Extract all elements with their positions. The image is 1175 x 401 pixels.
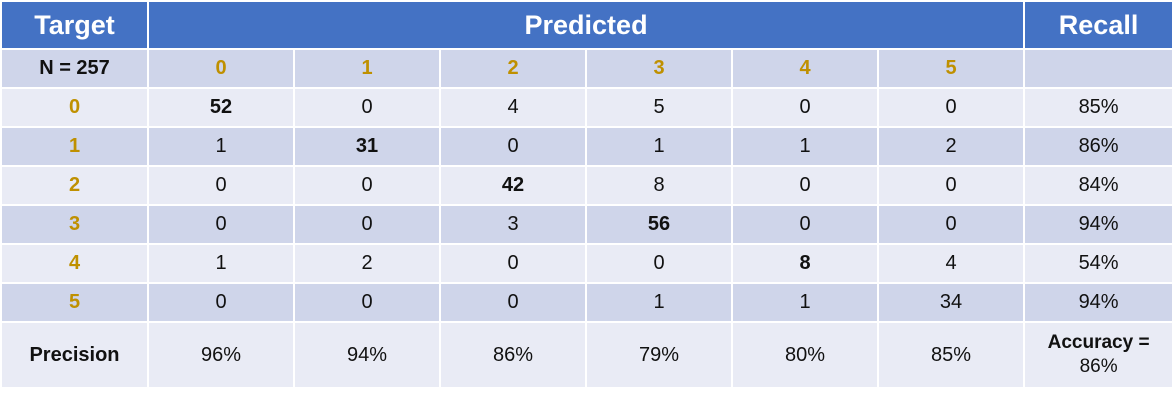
matrix-cell: 0 xyxy=(147,165,295,206)
predicted-class-label: 4 xyxy=(731,48,879,89)
matrix-cell: 1 xyxy=(731,126,879,167)
recall-header: Recall xyxy=(1023,0,1175,50)
matrix-cell: 1 xyxy=(585,282,733,323)
matrix-cell: 0 xyxy=(439,126,587,167)
matrix-cell: 1 xyxy=(147,243,295,284)
matrix-cell: 52 xyxy=(147,87,295,128)
target-class-label: 3 xyxy=(0,204,149,245)
matrix-cell: 34 xyxy=(876,282,1026,323)
predicted-class-label: 2 xyxy=(439,48,587,89)
predicted-class-label: 3 xyxy=(585,48,733,89)
precision-cell: 94% xyxy=(293,321,441,389)
target-class-label: 2 xyxy=(0,165,149,206)
matrix-cell: 0 xyxy=(876,204,1026,245)
matrix-cell: 0 xyxy=(147,282,295,323)
precision-cell: 79% xyxy=(585,321,733,389)
target-header: Target xyxy=(0,0,149,50)
matrix-cell: 0 xyxy=(439,243,587,284)
matrix-cell: 0 xyxy=(876,165,1026,206)
matrix-cell: 4 xyxy=(439,87,587,128)
accuracy-cell: Accuracy = 86% xyxy=(1023,321,1175,389)
recall-cell: 85% xyxy=(1023,87,1175,128)
table-row: 5 0 0 0 1 1 34 94% xyxy=(0,282,1175,323)
recall-cell: 84% xyxy=(1023,165,1175,206)
matrix-cell: 1 xyxy=(147,126,295,167)
matrix-cell: 0 xyxy=(293,282,441,323)
matrix-cell: 5 xyxy=(585,87,733,128)
recall-cell: 54% xyxy=(1023,243,1175,284)
precision-cell: 80% xyxy=(731,321,879,389)
matrix-cell: 56 xyxy=(585,204,733,245)
class-header-row: N = 257 0 1 2 3 4 5 xyxy=(0,48,1175,89)
target-class-label: 1 xyxy=(0,126,149,167)
sample-count-label: N = 257 xyxy=(0,48,149,89)
matrix-cell: 1 xyxy=(731,282,879,323)
recall-cell: 86% xyxy=(1023,126,1175,167)
empty-header-cell xyxy=(1023,48,1175,89)
table-row: 0 52 0 4 5 0 0 85% xyxy=(0,87,1175,128)
confusion-matrix-table: Target Predicted Recall N = 257 0 1 2 3 … xyxy=(0,0,1175,389)
precision-cell: 96% xyxy=(147,321,295,389)
table-row: 3 0 0 3 56 0 0 94% xyxy=(0,204,1175,245)
table-row: 4 1 2 0 0 8 4 54% xyxy=(0,243,1175,284)
predicted-class-label: 5 xyxy=(876,48,1026,89)
target-class-label: 4 xyxy=(0,243,149,284)
matrix-cell: 1 xyxy=(585,126,733,167)
target-class-label: 5 xyxy=(0,282,149,323)
table-row: 1 1 31 0 1 1 2 86% xyxy=(0,126,1175,167)
matrix-cell: 0 xyxy=(293,87,441,128)
precision-row: Precision 96% 94% 86% 79% 80% 85% Accura… xyxy=(0,321,1175,389)
matrix-cell: 8 xyxy=(585,165,733,206)
matrix-cell: 0 xyxy=(731,204,879,245)
recall-cell: 94% xyxy=(1023,282,1175,323)
table-row: 2 0 0 42 8 0 0 84% xyxy=(0,165,1175,206)
matrix-cell: 8 xyxy=(731,243,879,284)
accuracy-value: 86% xyxy=(1079,356,1118,377)
precision-cell: 86% xyxy=(439,321,587,389)
matrix-cell: 0 xyxy=(731,165,879,206)
matrix-cell: 2 xyxy=(876,126,1026,167)
predicted-class-label: 1 xyxy=(293,48,441,89)
precision-label: Precision xyxy=(0,321,149,389)
recall-cell: 94% xyxy=(1023,204,1175,245)
matrix-cell: 0 xyxy=(876,87,1026,128)
matrix-cell: 2 xyxy=(293,243,441,284)
matrix-cell: 42 xyxy=(439,165,587,206)
predicted-class-label: 0 xyxy=(147,48,295,89)
predicted-header: Predicted xyxy=(146,0,1026,50)
accuracy-label: Accuracy = xyxy=(1047,332,1150,353)
matrix-cell: 0 xyxy=(293,204,441,245)
target-class-label: 0 xyxy=(0,87,149,128)
matrix-cell: 0 xyxy=(731,87,879,128)
precision-cell: 85% xyxy=(876,321,1026,389)
matrix-cell: 3 xyxy=(439,204,587,245)
matrix-cell: 0 xyxy=(585,243,733,284)
matrix-cell: 4 xyxy=(876,243,1026,284)
header-row: Target Predicted Recall xyxy=(0,0,1175,50)
matrix-cell: 31 xyxy=(293,126,441,167)
matrix-cell: 0 xyxy=(439,282,587,323)
matrix-cell: 0 xyxy=(293,165,441,206)
matrix-cell: 0 xyxy=(147,204,295,245)
